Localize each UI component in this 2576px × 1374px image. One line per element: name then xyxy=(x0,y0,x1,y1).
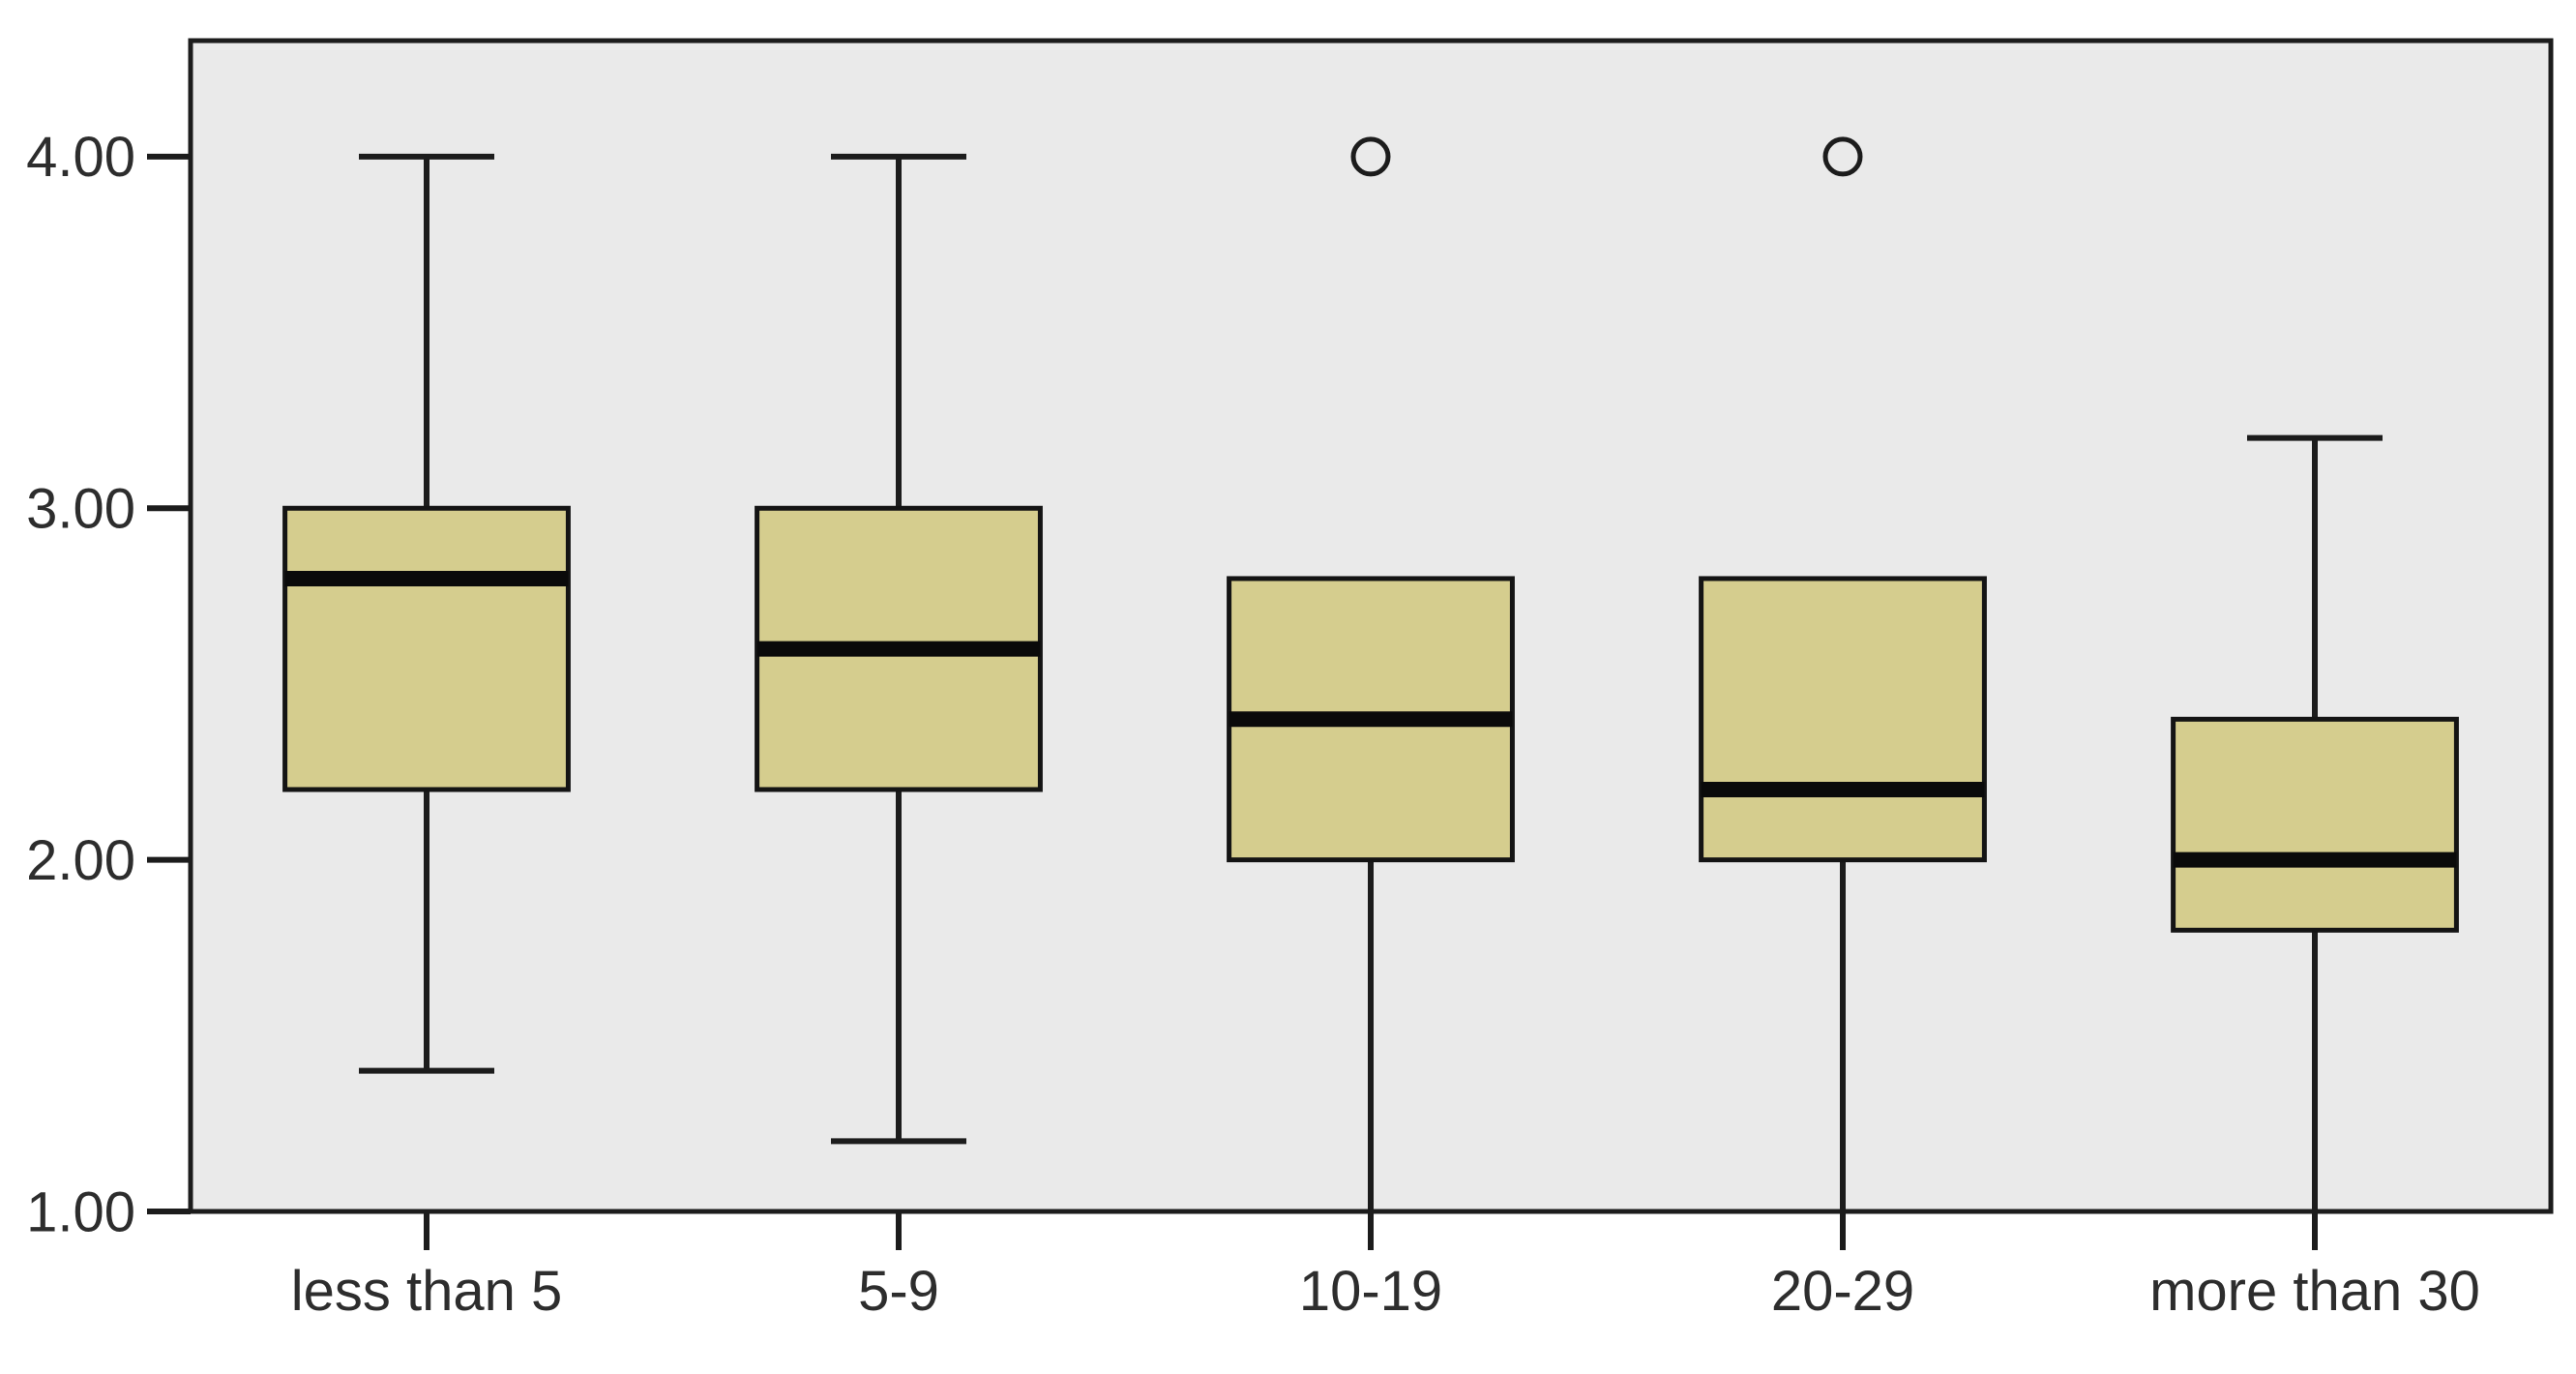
y-tick-label: 4.00 xyxy=(26,126,135,189)
x-tick-label-5-9: 5-9 xyxy=(858,1260,939,1323)
box-group-less-than-5 xyxy=(282,153,571,1074)
outlier-circle xyxy=(1350,136,1391,177)
y-tick-label: 3.00 xyxy=(26,478,135,541)
iqr-box xyxy=(1699,576,1987,863)
box-group-10-19 xyxy=(1227,136,1515,1211)
outlier-circle xyxy=(1822,136,1863,177)
iqr-box xyxy=(282,505,571,792)
x-tick-label-20-29: 20-29 xyxy=(1771,1260,1914,1323)
box-group-more-than-30 xyxy=(2171,434,2459,1211)
x-tick-label-more-than-30: more than 30 xyxy=(2149,1260,2480,1323)
x-tick-label-10-19: 10-19 xyxy=(1299,1260,1442,1323)
plot-border xyxy=(188,38,2554,1214)
box-group-5-9 xyxy=(755,153,1043,1145)
box-group-20-29 xyxy=(1699,136,1987,1211)
y-tick-label: 2.00 xyxy=(26,829,135,892)
y-tick-label: 1.00 xyxy=(26,1180,135,1243)
iqr-box xyxy=(2171,716,2459,933)
x-tick-label-less-than-5: less than 5 xyxy=(291,1260,563,1323)
